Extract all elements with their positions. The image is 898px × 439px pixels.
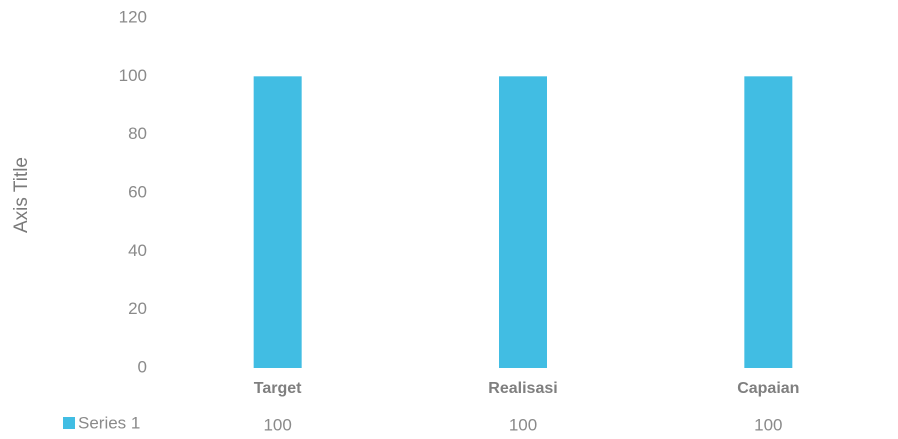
bar: [499, 76, 547, 368]
y-tick-label: 100: [119, 66, 147, 85]
x-tick-label: Realisasi: [488, 380, 557, 397]
legend-swatch: [63, 417, 75, 429]
x-tick-label: Target: [254, 380, 302, 397]
y-tick-label: 20: [128, 299, 147, 318]
bar: [253, 76, 302, 368]
table-value: 100: [509, 415, 537, 434]
y-tick-label: 80: [128, 124, 147, 143]
y-tick-label: 0: [138, 357, 147, 376]
y-tick-label: 60: [128, 182, 147, 201]
y-tick-label: 40: [128, 241, 147, 260]
bar: [744, 76, 793, 368]
legend-label: Series 1: [78, 413, 140, 432]
x-tick-label: Capaian: [737, 380, 799, 397]
y-axis-title: Axis Title: [11, 157, 32, 233]
table-value: 100: [754, 415, 782, 434]
y-tick-label: 120: [119, 7, 147, 26]
table-value: 100: [263, 415, 291, 434]
